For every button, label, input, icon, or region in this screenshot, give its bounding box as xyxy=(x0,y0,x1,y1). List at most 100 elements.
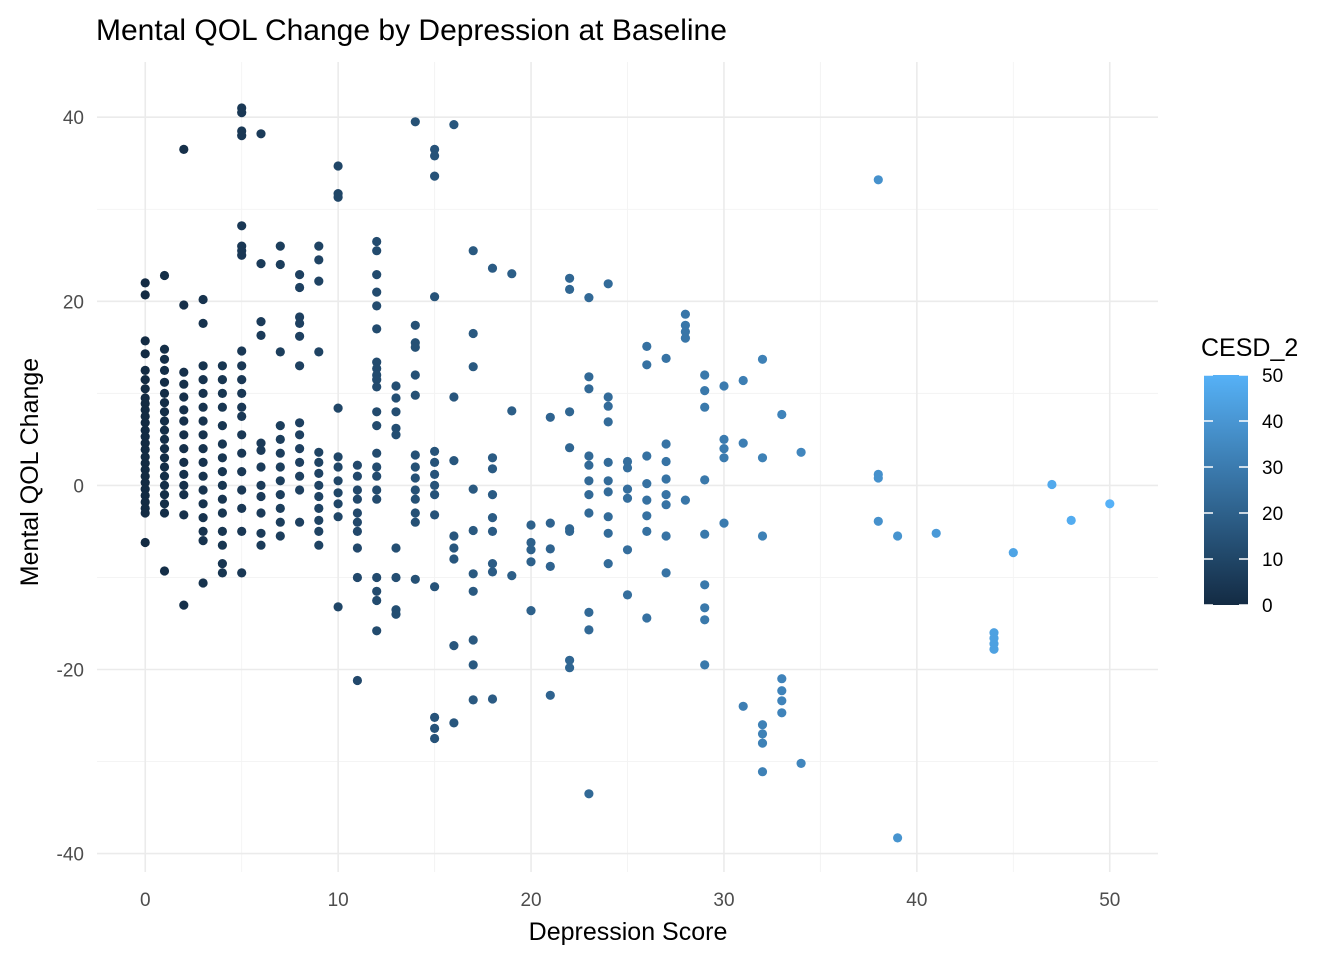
scatter-point xyxy=(391,609,401,619)
scatter-point xyxy=(526,606,536,616)
scatter-point xyxy=(584,508,594,518)
scatter-point xyxy=(873,516,883,526)
scatter-point xyxy=(565,407,575,417)
scatter-point xyxy=(217,559,227,569)
scatter-point xyxy=(372,246,382,256)
scatter-point xyxy=(352,526,362,537)
colorbar-label: 40 xyxy=(1262,412,1283,433)
scatter-point xyxy=(642,511,652,521)
chart-title: Mental QOL Change by Depression at Basel… xyxy=(96,14,727,47)
scatter-point xyxy=(757,729,768,739)
scatter-point xyxy=(372,382,382,392)
scatter-point xyxy=(295,270,305,280)
scatter-point xyxy=(565,655,575,665)
scatter-point xyxy=(333,462,343,472)
scatter-point xyxy=(314,491,324,502)
scatter-point xyxy=(410,574,420,584)
scatter-point xyxy=(430,712,440,723)
scatter-point xyxy=(430,582,440,592)
scatter-point xyxy=(622,484,633,494)
scatter-point xyxy=(642,341,652,351)
scatter-point xyxy=(159,425,170,435)
scatter-point xyxy=(622,456,633,467)
scatter-point xyxy=(700,529,710,539)
scatter-point xyxy=(179,144,189,154)
scatter-point xyxy=(237,108,247,118)
scatter-point xyxy=(642,613,652,623)
scatter-point xyxy=(738,701,748,711)
scatter-point xyxy=(565,284,575,294)
scatter-point xyxy=(430,480,440,490)
colorbar-label: 0 xyxy=(1262,596,1273,617)
scatter-point xyxy=(198,471,208,481)
scatter-point xyxy=(352,517,362,527)
scatter-point xyxy=(738,375,748,386)
scatter-point xyxy=(256,445,266,455)
scatter-point xyxy=(159,434,170,444)
scatter-point xyxy=(468,328,478,339)
scatter-point xyxy=(584,384,594,394)
scatter-point xyxy=(256,540,266,550)
scatter-point xyxy=(256,480,266,490)
scatter-point xyxy=(275,434,285,444)
scatter-point xyxy=(777,674,787,684)
scatter-point xyxy=(314,447,324,457)
scatter-point xyxy=(352,460,362,470)
scatter-point xyxy=(430,151,440,161)
scatter-point xyxy=(159,508,170,518)
scatter-point xyxy=(159,416,170,426)
scatter-point xyxy=(642,495,652,505)
scatter-point xyxy=(372,407,382,417)
scatter-point xyxy=(295,485,305,495)
scatter-point xyxy=(314,468,324,478)
scatter-point xyxy=(275,490,285,500)
scatter-point xyxy=(487,453,498,463)
colorbar-label: 10 xyxy=(1262,550,1283,571)
scatter-point xyxy=(487,526,498,537)
y-tick-label: 20 xyxy=(63,292,84,313)
colorbar-label: 20 xyxy=(1262,504,1283,525)
scatter-point xyxy=(487,263,498,273)
colorbar xyxy=(1204,375,1248,605)
scatter-point xyxy=(757,720,768,730)
scatter-point xyxy=(275,347,285,357)
scatter-point xyxy=(372,324,382,334)
scatter-point xyxy=(468,525,478,536)
x-tick-label: 30 xyxy=(713,890,734,911)
scatter-point xyxy=(449,554,459,564)
scatter-point xyxy=(198,499,208,509)
colorbar-label: 50 xyxy=(1262,366,1283,387)
scatter-point xyxy=(603,528,613,538)
scatter-point xyxy=(700,660,710,670)
scatter-point xyxy=(603,392,613,402)
scatter-point xyxy=(410,473,420,483)
scatter-point xyxy=(410,320,420,330)
scatter-point xyxy=(526,537,536,548)
scatter-point xyxy=(468,362,478,372)
scatter-point xyxy=(642,479,652,489)
scatter-point xyxy=(584,476,594,486)
scatter-point xyxy=(565,526,575,537)
scatter-point xyxy=(526,520,536,530)
scatter-point xyxy=(410,450,420,460)
data-points xyxy=(140,103,1115,843)
scatter-point xyxy=(140,465,150,475)
scatter-point xyxy=(237,448,247,458)
scatter-point xyxy=(159,270,170,281)
scatter-point xyxy=(603,457,613,467)
scatter-point xyxy=(237,402,247,412)
scatter-point xyxy=(700,402,710,412)
scatter-point xyxy=(468,246,478,256)
scatter-point xyxy=(179,457,189,467)
scatter-point xyxy=(584,490,594,500)
scatter-point xyxy=(256,462,266,472)
scatter-point xyxy=(372,595,382,606)
scatter-point xyxy=(333,512,343,522)
scatter-point xyxy=(565,273,575,283)
scatter-point xyxy=(140,432,150,442)
scatter-point xyxy=(430,446,440,456)
scatter-point xyxy=(1008,548,1018,558)
scatter-point xyxy=(777,409,787,420)
scatter-point xyxy=(584,625,594,635)
scatter-point xyxy=(410,390,420,400)
